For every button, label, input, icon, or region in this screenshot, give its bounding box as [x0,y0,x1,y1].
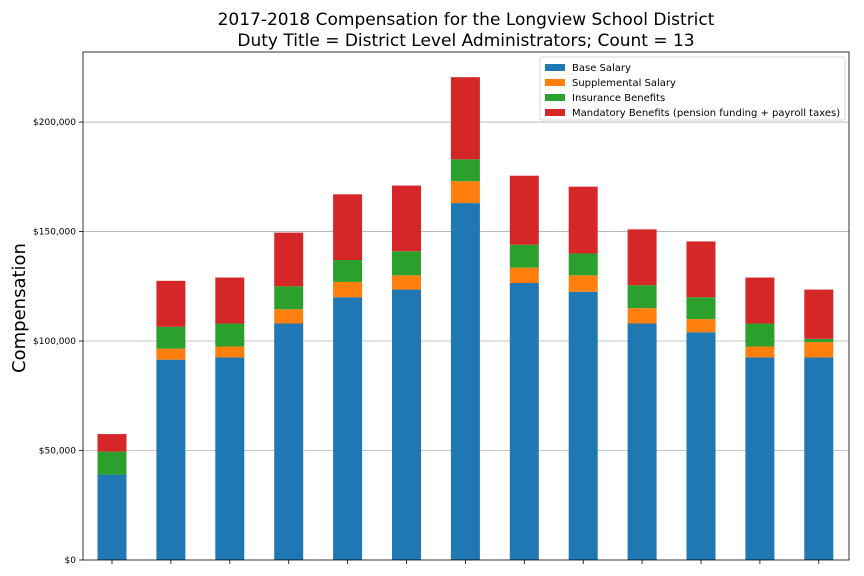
bar-segment-4-11 [686,241,716,298]
bar-segment-2-7 [450,181,480,204]
bar-segment-1-3 [215,357,245,560]
legend-label-2: Supplemental Salary [572,78,676,89]
y-tick-label: $100,000 [33,337,76,347]
legend-label-3: Insurance Benefits [572,93,665,104]
bar-segment-1-6 [392,289,421,560]
bar-segment-4-13 [804,289,834,339]
bar-segment-2-5 [333,281,363,298]
bar-segment-4-12 [745,277,775,324]
bar-segment-4-9 [568,186,598,254]
bar-segment-3-1 [97,451,127,475]
bar-segment-3-7 [450,159,480,182]
bar-segment-3-6 [392,251,421,276]
bar-segment-3-3 [215,323,245,347]
legend-label-4: Mandatory Benefits (pension funding + pa… [572,108,840,119]
bar-segment-1-7 [450,203,480,560]
bar-segment-4-7 [450,77,480,160]
bar-segment-4-6 [392,185,421,252]
bar-segment-2-8 [509,267,539,284]
bar-segment-3-11 [686,297,716,320]
bar-segment-2-12 [745,346,775,358]
bar-segment-1-4 [274,323,304,560]
bar-segment-3-4 [274,286,304,310]
legend-swatch-3 [545,94,565,101]
legend-swatch-2 [545,79,565,86]
y-axis-label: Compensation [9,243,30,373]
bar-segment-2-4 [274,309,304,324]
chart-title-line-2: Duty Title = District Level Administrato… [237,31,694,51]
bar-segment-1-2 [156,359,186,560]
bar-segment-1-11 [686,332,716,560]
bars [97,77,834,560]
bar-segment-3-2 [156,326,186,349]
bar-segment-1-12 [745,357,775,560]
bar-segment-1-9 [568,291,598,560]
bar-segment-3-8 [509,244,539,268]
legend-box [539,56,846,121]
bar-segment-2-9 [568,275,598,292]
legend-swatch-4 [545,109,565,116]
bar-segment-3-12 [745,323,775,347]
bar-segment-1-8 [509,283,539,560]
bar-segment-2-13 [804,342,834,358]
bar-segment-4-8 [509,175,539,245]
y-tick-label: $0 [65,556,77,566]
bar-segment-4-3 [215,277,245,324]
bar-segment-2-10 [627,308,657,324]
y-tick-label: $200,000 [33,118,76,128]
bar-segment-4-10 [627,229,657,286]
plot-frame [82,51,850,561]
bar-segment-2-3 [215,346,245,358]
legend-label-1: Base Salary [572,63,631,74]
bar-segment-1-1 [97,474,127,560]
axes: $0 $50,000 $100,000 $150,000 $200,000 [33,51,850,566]
bar-segment-3-9 [568,253,598,276]
bar-segment-1-5 [333,297,363,560]
legend: Base Salary Supplemental Salary Insurance … [539,56,846,121]
bar-segment-3-5 [333,260,363,282]
legend-swatch-1 [545,64,565,71]
y-tick-label: $150,000 [33,228,76,238]
chart-title-line-1: 2017-2018 Compensation for the Longview … [218,10,715,30]
bar-segment-4-2 [156,280,186,327]
bar-segment-2-11 [686,319,716,333]
bar-segment-2-6 [392,275,421,290]
bar-segment-2-2 [156,348,186,360]
bar-segment-3-10 [627,285,657,309]
bar-segment-1-13 [804,357,834,560]
bar-segment-4-1 [97,434,127,452]
bar-segment-1-10 [627,323,657,560]
bar-segment-4-4 [274,232,304,287]
y-tick-label: $50,000 [39,447,76,457]
bar-segment-3-13 [804,338,834,343]
bar-segment-4-5 [333,194,363,261]
